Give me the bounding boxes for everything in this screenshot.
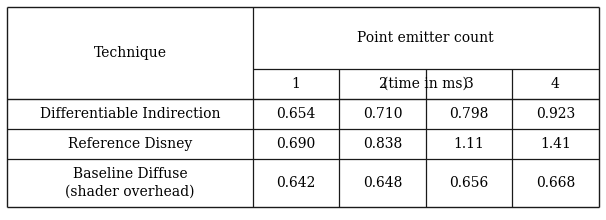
Text: Baseline Diffuse
(shader overhead): Baseline Diffuse (shader overhead) bbox=[65, 167, 195, 198]
Text: 0.654: 0.654 bbox=[276, 107, 316, 121]
Text: (time in ms): (time in ms) bbox=[383, 77, 468, 91]
Text: 3: 3 bbox=[465, 77, 473, 91]
Text: 0.642: 0.642 bbox=[276, 176, 316, 190]
Text: 1.11: 1.11 bbox=[453, 137, 484, 151]
Text: 0.690: 0.690 bbox=[276, 137, 316, 151]
Text: Technique: Technique bbox=[93, 46, 167, 60]
Text: 0.798: 0.798 bbox=[449, 107, 488, 121]
Text: 0.656: 0.656 bbox=[450, 176, 488, 190]
Text: 1.41: 1.41 bbox=[540, 137, 571, 151]
Text: 0.923: 0.923 bbox=[536, 107, 575, 121]
Text: 4: 4 bbox=[551, 77, 560, 91]
Text: 1: 1 bbox=[291, 77, 301, 91]
Text: Point emitter count: Point emitter count bbox=[358, 31, 494, 45]
Text: Reference Disney: Reference Disney bbox=[68, 137, 192, 151]
Text: Differentiable Indirection: Differentiable Indirection bbox=[40, 107, 220, 121]
Text: 0.710: 0.710 bbox=[363, 107, 402, 121]
Text: 0.838: 0.838 bbox=[363, 137, 402, 151]
Text: 0.668: 0.668 bbox=[536, 176, 575, 190]
Text: 0.648: 0.648 bbox=[363, 176, 402, 190]
Text: 2: 2 bbox=[378, 77, 387, 91]
